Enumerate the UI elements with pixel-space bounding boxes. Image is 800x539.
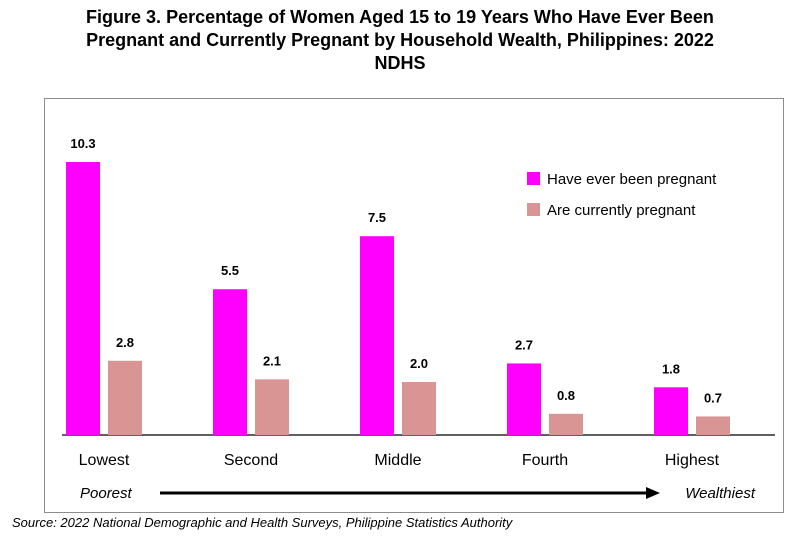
- bar-currently-pregnant-fourth: [549, 413, 583, 435]
- x-tick-label: Middle: [374, 452, 421, 469]
- poorest-label: Poorest: [80, 485, 133, 502]
- x-tick-label: Highest: [665, 452, 720, 469]
- data-label: 2.8: [116, 335, 134, 350]
- bar-ever-pregnant-middle: [360, 236, 394, 435]
- data-label: 2.7: [515, 337, 533, 352]
- data-label: 1.8: [662, 361, 680, 376]
- data-label: 7.5: [368, 210, 386, 225]
- chart-area: [44, 98, 784, 513]
- chart-title: Figure 3. Percentage of Women Aged 15 to…: [0, 6, 800, 75]
- bar-currently-pregnant-highest: [696, 416, 730, 435]
- data-label: 10.3: [70, 136, 95, 151]
- chart-title-line-3: NDHS: [374, 53, 426, 73]
- x-tick-label: Second: [224, 452, 278, 469]
- bar-ever-pregnant-fourth: [507, 363, 541, 435]
- wealthiest-label: Wealthiest: [685, 485, 756, 502]
- legend-label: Are currently pregnant: [547, 202, 696, 219]
- data-label: 5.5: [221, 263, 239, 278]
- chart-title-line-2: Pregnant and Currently Pregnant by House…: [86, 30, 714, 50]
- data-label: 0.7: [704, 390, 722, 405]
- bar-ever-pregnant-lowest: [66, 162, 100, 435]
- x-tick-label: Lowest: [79, 452, 130, 469]
- bar-ever-pregnant-highest: [654, 387, 688, 435]
- bar-currently-pregnant-lowest: [108, 360, 142, 435]
- data-label: 2.0: [410, 356, 428, 371]
- chart-title-line-1: Figure 3. Percentage of Women Aged 15 to…: [86, 7, 714, 27]
- legend-swatch-ever-pregnant: [527, 172, 540, 185]
- bar-currently-pregnant-middle: [402, 381, 436, 435]
- wealth-arrow-head: [646, 487, 660, 499]
- bar-currently-pregnant-second: [255, 379, 289, 435]
- data-label: 2.1: [263, 353, 281, 368]
- legend-swatch-currently-pregnant: [527, 203, 540, 216]
- legend-label: Have ever been pregnant: [547, 171, 717, 188]
- source-note: Source: 2022 National Demographic and He…: [12, 515, 513, 530]
- data-label: 0.8: [557, 388, 575, 403]
- x-tick-label: Fourth: [522, 452, 568, 469]
- bar-ever-pregnant-second: [213, 289, 247, 435]
